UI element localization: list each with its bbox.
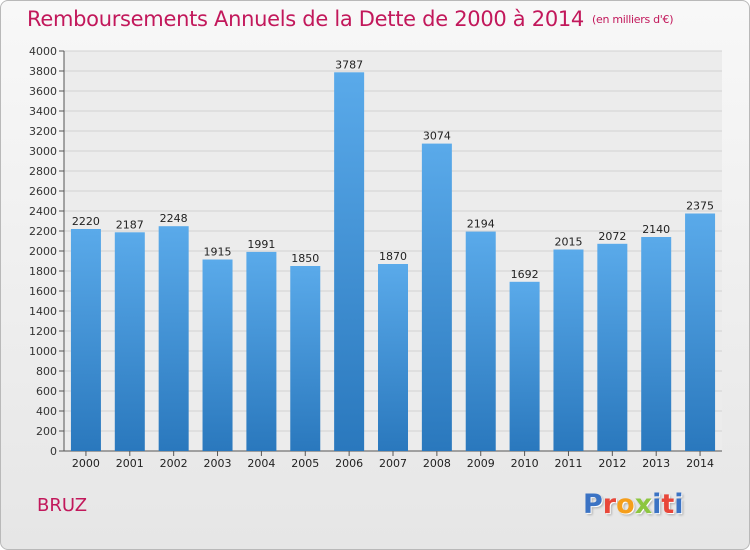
data-label: 2072 — [598, 230, 626, 243]
y-tick-label: 1600 — [29, 285, 57, 298]
x-tick-label: 2002 — [160, 457, 188, 470]
y-tick-label: 1400 — [29, 305, 57, 318]
y-tick-label: 3400 — [29, 105, 57, 118]
bar-2005 — [290, 266, 321, 451]
data-label: 2375 — [686, 200, 714, 213]
logo-letter: i — [674, 489, 684, 520]
y-tick-label: 1000 — [29, 345, 57, 358]
logo-letter: t — [661, 489, 675, 520]
y-tick-label: 4000 — [29, 45, 57, 58]
data-label: 2187 — [116, 218, 144, 231]
data-label: 2140 — [642, 223, 670, 236]
logo-letter: x — [634, 489, 653, 520]
town-name: BRUZ — [37, 495, 88, 516]
bar-2007 — [378, 264, 408, 451]
bar-2002 — [158, 226, 189, 451]
data-label: 3074 — [423, 130, 451, 143]
bar-2006 — [334, 72, 365, 452]
y-tick-label: 0 — [50, 445, 57, 458]
x-tick-label: 2000 — [72, 457, 100, 470]
data-label: 2194 — [467, 218, 495, 231]
logo-letter: r — [602, 489, 617, 520]
bar-2008 — [421, 143, 452, 451]
y-tick-label: 2000 — [29, 245, 57, 258]
y-tick-label: 200 — [36, 425, 57, 438]
data-label: 1870 — [379, 250, 407, 263]
logo-letter: o — [616, 489, 635, 520]
bar-2014 — [685, 213, 716, 451]
data-label: 1915 — [204, 246, 232, 259]
logo-letter: P — [583, 489, 603, 520]
data-label: 1991 — [247, 238, 275, 251]
chart-title-text: Remboursements Annuels de la Dette de 20… — [27, 7, 584, 31]
data-label: 3787 — [335, 58, 363, 71]
y-tick-label: 1200 — [29, 325, 57, 338]
proxiti-logo: Proxiti — [583, 489, 684, 520]
y-tick-label: 3800 — [29, 65, 57, 78]
y-tick-label: 3600 — [29, 85, 57, 98]
x-tick-label: 2007 — [379, 457, 407, 470]
y-tick-label: 2800 — [29, 165, 57, 178]
x-tick-label: 2008 — [423, 457, 451, 470]
data-label: 2248 — [160, 212, 188, 225]
chart-subtitle: (en milliers d'€) — [592, 13, 674, 26]
logo-letter: i — [652, 489, 662, 520]
bar-2010 — [509, 281, 540, 451]
chart-title: Remboursements Annuels de la Dette de 20… — [27, 7, 673, 31]
data-label: 1692 — [511, 268, 539, 281]
y-tick-label: 2200 — [29, 225, 57, 238]
y-tick-label: 3200 — [29, 125, 57, 138]
y-tick-label: 1800 — [29, 265, 57, 278]
bar-2001 — [114, 232, 145, 451]
data-label: 2220 — [72, 215, 100, 228]
data-label: 1850 — [291, 252, 319, 265]
x-tick-label: 2013 — [642, 457, 670, 470]
y-tick-label: 2400 — [29, 205, 57, 218]
y-tick-label: 3000 — [29, 145, 57, 158]
bar-2013 — [641, 237, 672, 451]
y-tick-label: 600 — [36, 385, 57, 398]
x-tick-label: 2011 — [554, 457, 582, 470]
x-tick-label: 2005 — [291, 457, 319, 470]
x-tick-label: 2003 — [204, 457, 232, 470]
bar-2000 — [70, 229, 101, 451]
y-tick-label: 400 — [36, 405, 57, 418]
x-tick-label: 2006 — [335, 457, 363, 470]
bar-2009 — [465, 231, 496, 451]
x-tick-label: 2014 — [686, 457, 714, 470]
y-tick-label: 2600 — [29, 185, 57, 198]
x-tick-label: 2001 — [116, 457, 144, 470]
x-tick-label: 2010 — [511, 457, 539, 470]
bar-2003 — [202, 259, 233, 451]
x-tick-label: 2012 — [598, 457, 626, 470]
bar-2011 — [553, 249, 584, 451]
x-tick-label: 2009 — [467, 457, 495, 470]
data-label: 2015 — [554, 236, 582, 249]
bar-2012 — [597, 243, 628, 451]
bar-2004 — [246, 251, 277, 451]
y-tick-label: 800 — [36, 365, 57, 378]
x-tick-label: 2004 — [247, 457, 275, 470]
